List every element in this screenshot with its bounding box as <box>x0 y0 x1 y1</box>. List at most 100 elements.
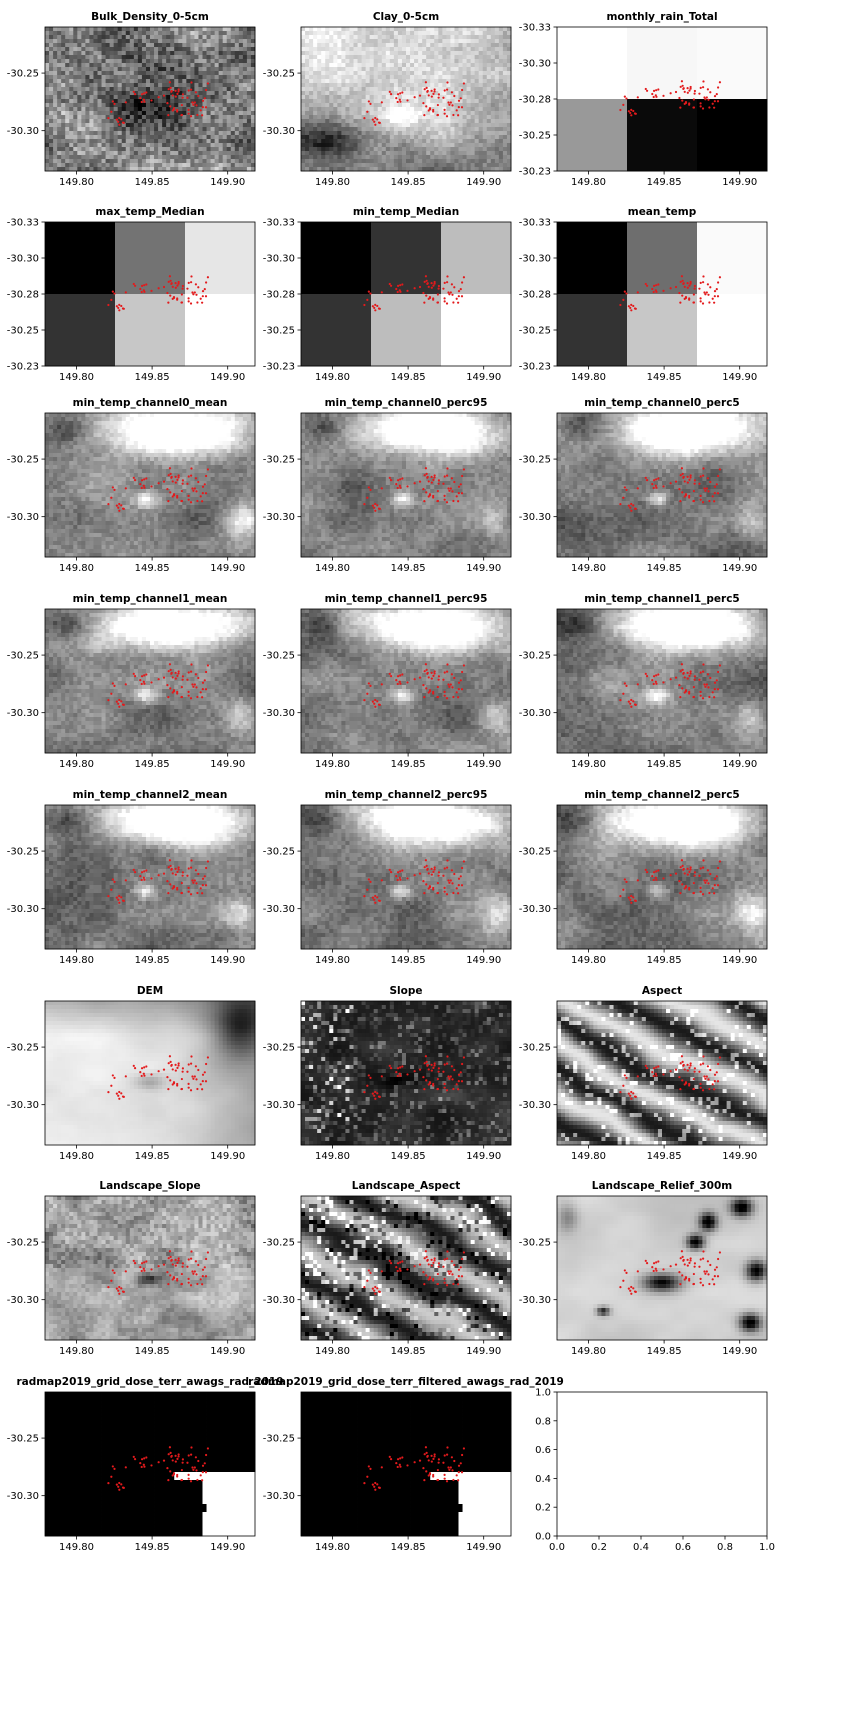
sample-point <box>168 1055 172 1058</box>
sample-point <box>427 285 430 288</box>
sample-point <box>622 496 625 499</box>
sample-point <box>425 687 428 690</box>
sample-point <box>627 110 630 113</box>
sample-point <box>689 476 692 479</box>
sample-point <box>120 304 123 308</box>
sample-point <box>443 1277 446 1281</box>
sample-point <box>451 882 454 885</box>
sample-point <box>622 1279 625 1282</box>
sample-point <box>174 286 177 289</box>
sample-point <box>445 697 449 700</box>
sample-point <box>427 1459 430 1462</box>
sample-point <box>181 93 185 96</box>
sample-point <box>711 297 714 300</box>
x-tick-label: 149.80 <box>315 1542 350 1553</box>
sample-point <box>629 898 632 901</box>
sample-point <box>683 887 686 890</box>
sample-point <box>432 888 435 891</box>
sample-point <box>692 1272 695 1276</box>
sample-point <box>117 1485 120 1488</box>
sample-point <box>692 489 695 493</box>
sample-point <box>140 284 144 287</box>
sample-point <box>682 87 685 90</box>
sample-point <box>204 106 208 109</box>
sample-point <box>457 1464 461 1467</box>
sample-point <box>698 482 701 485</box>
sample-point <box>655 95 658 98</box>
sample-point <box>443 1477 446 1480</box>
sample-point <box>142 1463 145 1466</box>
sample-point <box>430 1258 433 1261</box>
sample-point <box>689 1062 692 1065</box>
sample-point <box>622 298 625 301</box>
sample-point <box>176 496 179 499</box>
sample-point <box>143 290 146 293</box>
sample-point <box>166 1076 169 1079</box>
sample-point <box>111 100 114 103</box>
sample-point <box>395 287 398 291</box>
grid-cell <box>627 294 698 367</box>
sample-point <box>654 876 657 879</box>
sample-point <box>167 1479 170 1482</box>
x-tick-label: 149.90 <box>466 1542 501 1553</box>
sample-point <box>117 506 120 509</box>
sample-point <box>445 893 449 896</box>
sample-point <box>201 492 204 495</box>
sample-points <box>363 81 466 126</box>
sample-point <box>627 896 630 899</box>
sample-point <box>433 868 436 871</box>
sample-point <box>191 683 194 686</box>
sample-point <box>423 1088 426 1091</box>
axes-frame <box>300 804 512 950</box>
sample-point <box>380 101 383 104</box>
sample-point <box>718 276 722 279</box>
sample-point <box>192 293 195 296</box>
sample-point <box>717 281 720 284</box>
sample-point <box>120 896 123 899</box>
sample-point <box>645 1262 649 1265</box>
sample-point <box>678 291 681 295</box>
y-tick-label: -30.30 <box>7 1295 39 1306</box>
sample-point <box>121 703 125 706</box>
raster-image <box>301 27 512 172</box>
sample-point <box>684 493 688 496</box>
sample-point <box>201 106 204 109</box>
sample-point <box>423 1062 426 1065</box>
sample-point <box>374 1292 377 1295</box>
sample-point <box>678 880 681 883</box>
sample-point <box>447 879 450 882</box>
sample-point <box>418 1459 422 1462</box>
sample-point <box>174 867 177 870</box>
sample-point <box>713 688 716 691</box>
sample-point <box>427 480 430 483</box>
sample-point <box>662 94 665 97</box>
subplot-24: 0.0 0.2 0.4 0.6 0.8 1.00.00.20.40.60.81.0 <box>535 1388 775 1554</box>
sample-point <box>176 674 179 678</box>
sample-point <box>396 675 400 678</box>
sample-point <box>190 1250 193 1253</box>
sample-point <box>140 1458 144 1461</box>
sample-point <box>451 1273 454 1276</box>
sample-point <box>396 871 400 874</box>
sample-point <box>169 491 172 494</box>
sample-point <box>187 867 190 870</box>
sample-point <box>181 678 184 681</box>
x-tick-label: 149.90 <box>210 177 245 188</box>
sample-point <box>121 307 125 310</box>
sample-point <box>701 1257 705 1260</box>
sample-point <box>423 670 426 673</box>
sample-point <box>187 1277 190 1281</box>
x-tick-label: 149.85 <box>391 1151 426 1162</box>
sample-point <box>708 106 711 109</box>
sample-point <box>682 672 685 675</box>
sample-point <box>133 675 137 678</box>
sample-point <box>462 1056 466 1059</box>
sample-point <box>651 1071 654 1074</box>
y-tick-label: 0.6 <box>535 1445 551 1456</box>
sample-point <box>443 886 446 890</box>
sample-point <box>406 1268 409 1271</box>
x-tick-label: 149.85 <box>391 759 426 770</box>
sample-point <box>706 1065 709 1068</box>
sample-point <box>401 1260 404 1263</box>
